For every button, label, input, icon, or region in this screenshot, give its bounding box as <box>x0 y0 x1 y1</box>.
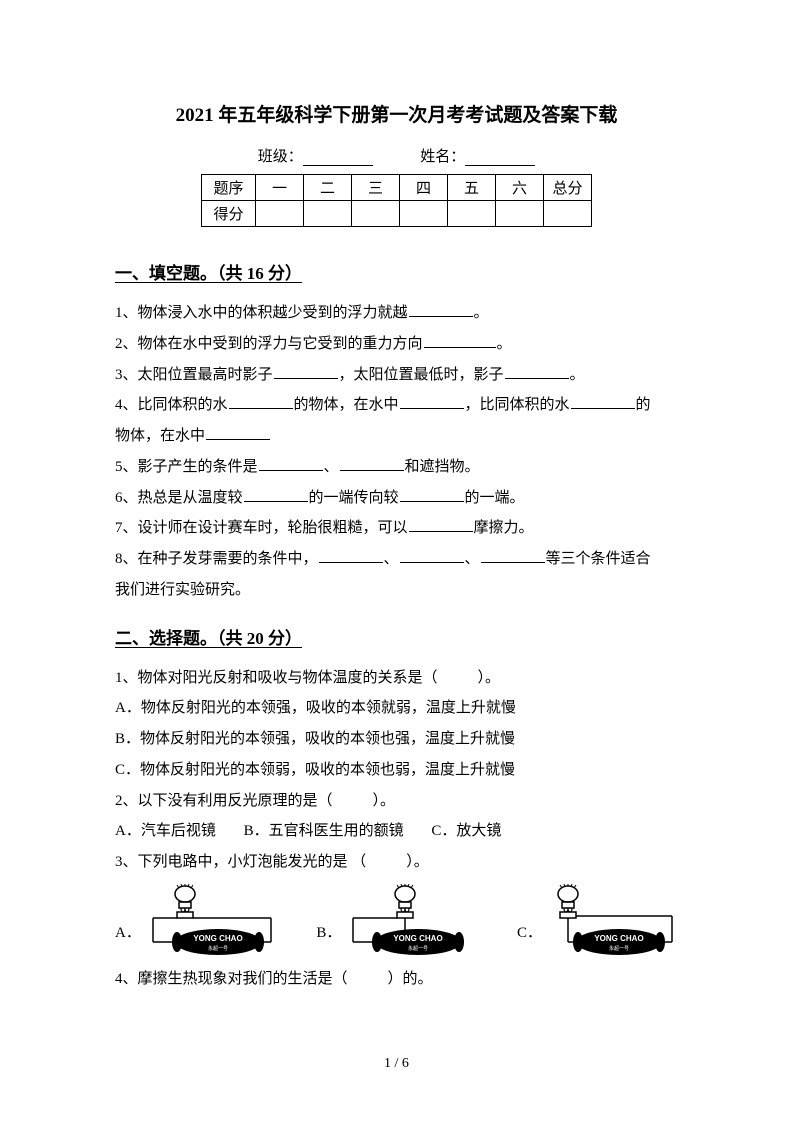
q2-1: 1、物体对阳光反射和吸收与物体温度的关系是（）。 <box>115 663 678 694</box>
blank[interactable] <box>244 488 308 502</box>
page-title: 2021 年五年级科学下册第一次月考考试题及答案下载 <box>115 100 678 127</box>
name-label: 姓名： <box>420 149 465 165</box>
q2-1c: C．物体反射阳光的本领弱，吸收的本领也弱，温度上升就慢 <box>115 755 678 786</box>
q1-3: 3、太阳位置最高时影子，太阳位置最低时，影子。 <box>115 360 678 391</box>
score-cell[interactable] <box>496 201 544 227</box>
page-number: 1 / 6 <box>0 1056 793 1072</box>
q2-1b: B．物体反射阳光的本领强，吸收的本领也强，温度上升就慢 <box>115 724 678 755</box>
circuit-b: B． YONG CHAO 永超一号 <box>316 884 477 956</box>
score-cell[interactable] <box>400 201 448 227</box>
circuit-a-icon: YONG CHAO 永超一号 <box>147 884 277 956</box>
blank[interactable] <box>505 365 569 379</box>
blank[interactable] <box>400 488 464 502</box>
class-blank[interactable] <box>303 152 373 166</box>
row-label-2: 得分 <box>202 201 256 227</box>
section2-header: 二、选择题。（共 20 分） <box>115 624 678 649</box>
col-header: 五 <box>448 175 496 201</box>
blank[interactable] <box>400 549 464 563</box>
q1-5: 5、影子产生的条件是、和遮挡物。 <box>115 452 678 483</box>
svg-text:永超一号: 永超一号 <box>408 945 428 952</box>
svg-text:永超一号: 永超一号 <box>609 945 629 952</box>
q1-7: 7、设计师在设计赛车时，轮胎很粗糙，可以摩擦力。 <box>115 513 678 544</box>
circuit-c: C． YONG CHAO 永超一号 <box>517 884 678 956</box>
col-header: 三 <box>352 175 400 201</box>
blank[interactable] <box>340 457 404 471</box>
svg-text:永超一号: 永超一号 <box>208 945 228 952</box>
col-header: 总分 <box>544 175 592 201</box>
col-header: 六 <box>496 175 544 201</box>
q1-8b: 我们进行实验研究。 <box>115 575 678 606</box>
q2-2opts: A．汽车后视镜 B．五官科医生用的额镜 C．放大镜 <box>115 816 678 847</box>
score-cell[interactable] <box>304 201 352 227</box>
circuit-options: A． YONG CHAO 永超一号 B． <box>115 884 678 956</box>
q2-1a: A．物体反射阳光的本领强，吸收的本领就弱，温度上升就慢 <box>115 693 678 724</box>
blank[interactable] <box>409 518 473 532</box>
score-cell[interactable] <box>544 201 592 227</box>
col-header: 二 <box>304 175 352 201</box>
blank[interactable] <box>424 334 496 348</box>
blank[interactable] <box>400 395 464 409</box>
q2-3: 3、下列电路中，小灯泡能发光的是 （）。 <box>115 847 678 878</box>
q1-4b: 物体，在水中 <box>115 421 678 452</box>
circuit-a: A． YONG CHAO 永超一号 <box>115 884 277 956</box>
blank[interactable] <box>409 303 473 317</box>
q1-1: 1、物体浸入水中的体积越少受到的浮力就越。 <box>115 298 678 329</box>
section1-header: 一、填空题。（共 16 分） <box>115 259 678 284</box>
blank[interactable] <box>571 395 635 409</box>
table-row: 题序 一 二 三 四 五 六 总分 <box>202 175 592 201</box>
q2-4: 4、摩擦生热现象对我们的生活是（）的。 <box>115 964 678 995</box>
class-label: 班级： <box>258 149 303 165</box>
col-header: 一 <box>256 175 304 201</box>
circuit-b-icon: YONG CHAO 永超一号 <box>347 884 477 956</box>
score-cell[interactable] <box>256 201 304 227</box>
blank[interactable] <box>206 426 270 440</box>
q1-4: 4、比同体积的水的物体，在水中，比同体积的水的 <box>115 390 678 421</box>
col-header: 四 <box>400 175 448 201</box>
name-blank[interactable] <box>465 152 535 166</box>
blank[interactable] <box>319 549 383 563</box>
q1-6: 6、热总是从温度较的一端传向较的一端。 <box>115 483 678 514</box>
q2-2: 2、以下没有利用反光原理的是（）。 <box>115 786 678 817</box>
blank[interactable] <box>274 365 338 379</box>
option-b-label: B． <box>316 921 341 956</box>
circuit-c-icon: YONG CHAO 永超一号 <box>548 884 678 956</box>
row-label-1: 题序 <box>202 175 256 201</box>
score-cell[interactable] <box>352 201 400 227</box>
blank[interactable] <box>481 549 545 563</box>
table-row: 得分 <box>202 201 592 227</box>
blank[interactable] <box>229 395 293 409</box>
svg-text:YONG CHAO: YONG CHAO <box>394 934 443 943</box>
blank[interactable] <box>259 457 323 471</box>
class-name-row: 班级： 姓名： <box>115 145 678 166</box>
option-a-label: A． <box>115 921 141 956</box>
score-table: 题序 一 二 三 四 五 六 总分 得分 <box>201 174 592 227</box>
option-c-label: C． <box>517 921 542 956</box>
svg-text:YONG CHAO: YONG CHAO <box>594 934 643 943</box>
q1-8: 8、在种子发芽需要的条件中，、、等三个条件适合 <box>115 544 678 575</box>
score-cell[interactable] <box>448 201 496 227</box>
q1-2: 2、物体在水中受到的浮力与它受到的重力方向。 <box>115 329 678 360</box>
svg-text:YONG CHAO: YONG CHAO <box>193 934 242 943</box>
